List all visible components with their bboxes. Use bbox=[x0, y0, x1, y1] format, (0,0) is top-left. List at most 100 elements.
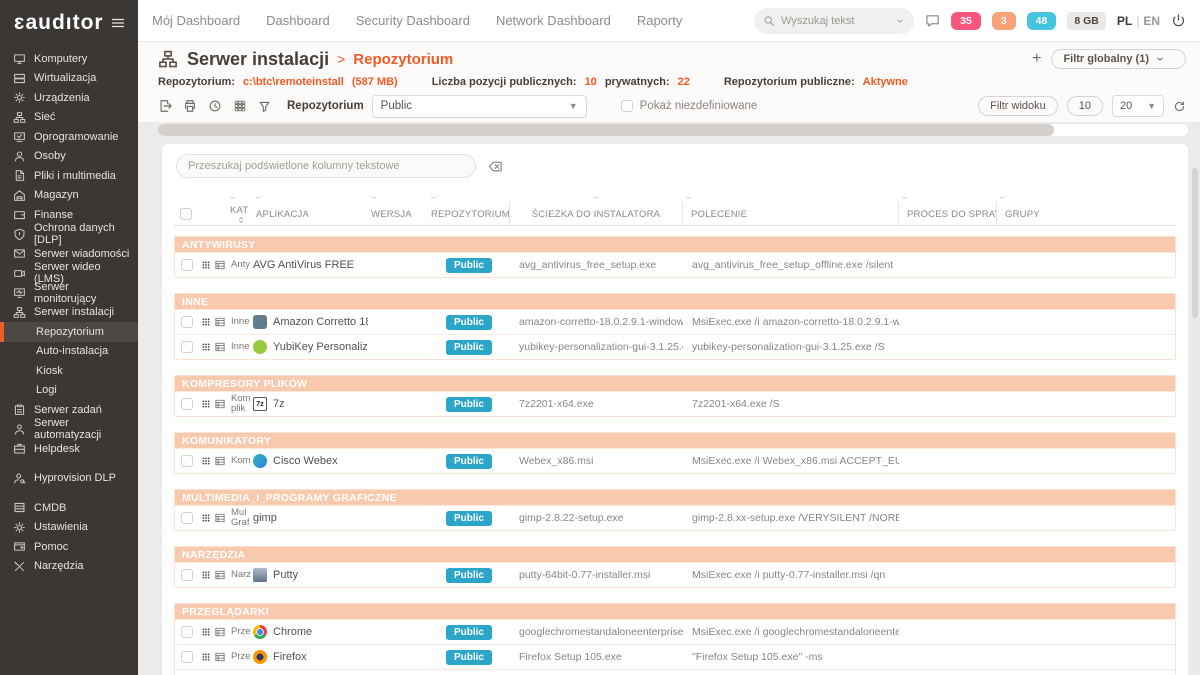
sidebar-item-kiosk[interactable]: Kiosk bbox=[0, 361, 138, 381]
sidebar-item-repozytorium[interactable]: Repozytorium bbox=[0, 322, 138, 342]
row-grid-dots-icon[interactable] bbox=[199, 398, 213, 410]
table-search-input[interactable]: Przeszukaj podświetlone kolumny tekstowe bbox=[176, 154, 476, 178]
filter-dash[interactable]: – bbox=[898, 192, 996, 202]
row-details-icon[interactable] bbox=[213, 626, 227, 638]
lang-pl[interactable]: PL bbox=[1117, 14, 1132, 28]
sidebar-item-ochrona-danych-dlp-[interactable]: Ochrona danych [DLP] bbox=[0, 225, 138, 245]
table-row[interactable]: PrzeFirefoxPublicFirefox Setup 105.exe"F… bbox=[175, 644, 1175, 669]
topnav-item[interactable]: Network Dashboard bbox=[496, 13, 611, 28]
vertical-scrollbar[interactable] bbox=[1192, 168, 1198, 675]
sidebar-item-wirtualizacja[interactable]: Wirtualizacja bbox=[0, 69, 138, 89]
lang-en[interactable]: EN bbox=[1143, 14, 1160, 28]
sidebar-item-pomoc[interactable]: Pomoc bbox=[0, 537, 138, 557]
row-grid-dots-icon[interactable] bbox=[199, 259, 213, 271]
table-row[interactable]: PrzeChromePublicgooglechromestandaloneen… bbox=[175, 619, 1175, 644]
table-row[interactable]: KomCisco WebexPublicWebex_x86.msiMsiExec… bbox=[175, 448, 1175, 473]
columns-grid-icon[interactable] bbox=[233, 99, 247, 113]
filter-dash[interactable]: – bbox=[682, 192, 898, 202]
sidebar-item-komputery[interactable]: Komputery bbox=[0, 49, 138, 69]
row-checkbox[interactable] bbox=[181, 316, 193, 328]
sidebar-item-magazyn[interactable]: Magazyn bbox=[0, 186, 138, 206]
row-details-icon[interactable] bbox=[213, 569, 227, 581]
sidebar-item-logi[interactable]: Logi bbox=[0, 381, 138, 401]
notification-badge-orange[interactable]: 3 bbox=[992, 12, 1016, 30]
sidebar-item-auto-instalacja[interactable]: Auto-instalacja bbox=[0, 342, 138, 362]
row-checkbox[interactable] bbox=[181, 512, 193, 524]
sidebar-item-sieć[interactable]: Sieć bbox=[0, 108, 138, 128]
global-filter-button[interactable]: Filtr globalny (1) bbox=[1051, 49, 1186, 69]
row-details-icon[interactable] bbox=[213, 259, 227, 271]
add-button[interactable]: + bbox=[1032, 50, 1041, 68]
column-header-grupy[interactable]: GRUPY bbox=[996, 202, 1176, 226]
power-icon[interactable] bbox=[1171, 13, 1186, 28]
filter-dash[interactable]: – bbox=[252, 192, 367, 202]
sidebar-item-ustawienia[interactable]: Ustawienia bbox=[0, 518, 138, 538]
column-header-kategoria[interactable]: KAT bbox=[226, 202, 252, 226]
row-checkbox[interactable] bbox=[181, 455, 193, 467]
filter-funnel-icon[interactable] bbox=[258, 100, 271, 113]
row-grid-dots-icon[interactable] bbox=[199, 341, 213, 353]
sidebar-item-cmdb[interactable]: CMDB bbox=[0, 498, 138, 518]
select-all-checkbox[interactable] bbox=[180, 208, 192, 220]
row-details-icon[interactable] bbox=[213, 398, 227, 410]
chevron-down-icon[interactable] bbox=[895, 16, 905, 26]
table-row[interactable]: Kom plik7z7zPublic7z2201-x64.exe7z2201-x… bbox=[175, 391, 1175, 416]
sidebar-item-narzędzia[interactable]: Narzędzia bbox=[0, 557, 138, 577]
row-details-icon[interactable] bbox=[213, 512, 227, 524]
export-icon[interactable] bbox=[158, 99, 172, 113]
sidebar-item-helpdesk[interactable]: Helpdesk bbox=[0, 439, 138, 459]
topnav-item[interactable]: Mój Dashboard bbox=[152, 13, 240, 28]
row-grid-dots-icon[interactable] bbox=[199, 316, 213, 328]
filter-dash[interactable]: – bbox=[226, 192, 252, 202]
vscroll-thumb[interactable] bbox=[1192, 168, 1198, 318]
sidebar-item-serwer-automatyzacji[interactable]: Serwer automatyzacji bbox=[0, 420, 138, 440]
row-details-icon[interactable] bbox=[213, 455, 227, 467]
column-header-polecenie[interactable]: POLECENIE bbox=[682, 202, 898, 226]
table-row[interactable]: Mul GrafgimpPublicgimp-2.8.22-setup.exeg… bbox=[175, 505, 1175, 530]
column-header-sciezka[interactable]: ŚCIEŻKA DO INSTALATORA bbox=[509, 202, 682, 226]
table-row[interactable]: InneYubiKey Personalization Tool SilentP… bbox=[175, 334, 1175, 359]
clear-search-icon[interactable] bbox=[488, 159, 503, 174]
sidebar-item-oprogramowanie[interactable]: Oprogramowanie bbox=[0, 127, 138, 147]
row-checkbox[interactable] bbox=[181, 341, 193, 353]
filter-dash[interactable]: – bbox=[367, 192, 427, 202]
topnav-item[interactable]: Raporty bbox=[637, 13, 683, 28]
column-header-repozytorium[interactable]: REPOZYTORIUM bbox=[427, 209, 509, 220]
row-grid-dots-icon[interactable] bbox=[199, 626, 213, 638]
column-header-wersja[interactable]: WERSJA bbox=[367, 209, 427, 220]
row-grid-dots-icon[interactable] bbox=[199, 512, 213, 524]
column-header-aplikacja[interactable]: APLIKACJA bbox=[252, 209, 367, 220]
row-details-icon[interactable] bbox=[213, 341, 227, 353]
global-search-input[interactable]: Wyszukaj tekst bbox=[754, 8, 914, 34]
row-grid-dots-icon[interactable] bbox=[199, 651, 213, 663]
sidebar-item-osoby[interactable]: Osoby bbox=[0, 147, 138, 167]
chat-icon[interactable] bbox=[925, 13, 940, 28]
repository-select[interactable]: Public ▼ bbox=[372, 95, 587, 118]
print-icon[interactable] bbox=[183, 99, 197, 113]
row-details-icon[interactable] bbox=[213, 651, 227, 663]
row-checkbox[interactable] bbox=[181, 626, 193, 638]
filter-dash[interactable]: – bbox=[427, 192, 509, 202]
sidebar-item-urządzenia[interactable]: Urządzenia bbox=[0, 88, 138, 108]
column-header-proces[interactable]: PROCES DO SPRAWDZENIA bbox=[898, 202, 996, 226]
view-filter-button[interactable]: Filtr widoku bbox=[978, 96, 1058, 116]
notification-badge-pink[interactable]: 35 bbox=[951, 12, 981, 30]
language-switcher[interactable]: PL|EN bbox=[1117, 14, 1160, 28]
row-checkbox[interactable] bbox=[181, 569, 193, 581]
topnav-item[interactable]: Security Dashboard bbox=[356, 13, 470, 28]
row-checkbox[interactable] bbox=[181, 651, 193, 663]
filter-dash[interactable]: – bbox=[509, 192, 682, 202]
sort-icon[interactable] bbox=[230, 216, 252, 224]
sidebar-item-hyprovision-dlp[interactable]: Hyprovision DLP bbox=[0, 469, 138, 489]
filter-dash[interactable]: – bbox=[996, 192, 1176, 202]
hamburger-menu-icon[interactable] bbox=[110, 15, 126, 31]
show-undefined-checkbox[interactable] bbox=[621, 100, 633, 112]
sidebar-item-pliki-i-multimedia[interactable]: Pliki i multimedia bbox=[0, 166, 138, 186]
sidebar-item-serwer-monitorujący[interactable]: Serwer monitorujący bbox=[0, 283, 138, 303]
breadcrumb-parent[interactable]: Serwer instalacji bbox=[187, 49, 329, 70]
row-grid-dots-icon[interactable] bbox=[199, 569, 213, 581]
table-row[interactable]: AntyAVG AntiVirus FREEPublicavg_antiviru… bbox=[175, 252, 1175, 277]
sidebar-item-serwer-instalacji[interactable]: Serwer instalacji bbox=[0, 303, 138, 323]
hscroll-track[interactable] bbox=[158, 124, 1188, 136]
table-row[interactable]: InneAmazon Corretto 18Publicamazon-corre… bbox=[175, 309, 1175, 334]
